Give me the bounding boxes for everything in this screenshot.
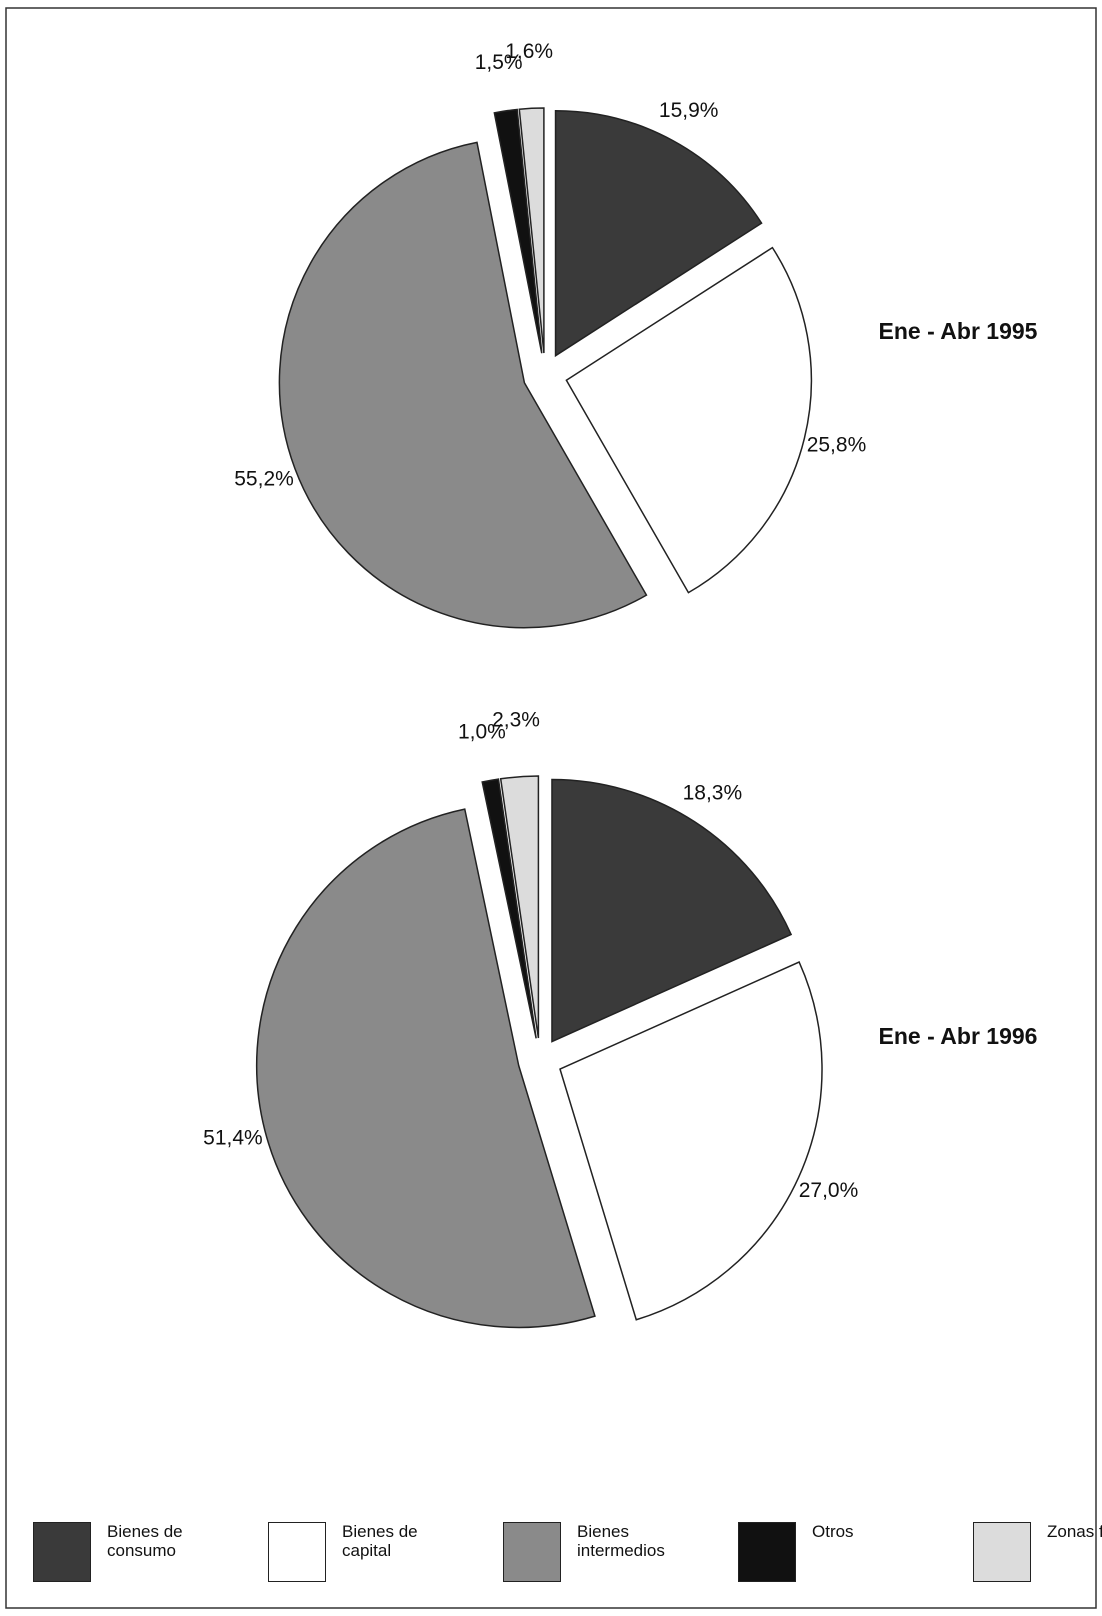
legend-item: Bienes intermedios [503, 1522, 697, 1582]
data-label: 27,0% [799, 1179, 859, 1202]
legend-swatch [738, 1522, 796, 1582]
data-label: 1,6% [505, 40, 553, 63]
data-label: 18,3% [683, 782, 743, 805]
legend-swatch [973, 1522, 1031, 1582]
pie-slice [518, 107, 545, 354]
data-label: 25,8% [807, 433, 867, 456]
legend-swatch [268, 1522, 326, 1582]
data-label: 2,3% [492, 708, 540, 731]
pie-slice [565, 246, 813, 594]
legend-item: Bienes de capital [268, 1522, 462, 1582]
legend-label: Bienes de capital [342, 1522, 418, 1560]
pie-slice [493, 108, 543, 354]
data-label: 55,2% [234, 468, 294, 491]
legend-item: Zonas francas [973, 1522, 1102, 1582]
legend-swatch [33, 1522, 91, 1582]
legend-label: Otros [812, 1522, 854, 1541]
chart-title: Ene - Abr 1995 [879, 318, 1038, 344]
chart-title: Ene - Abr 1996 [879, 1023, 1038, 1049]
data-label: 1,5% [475, 51, 523, 74]
frame [5, 7, 1097, 1609]
pie-slice [256, 808, 596, 1329]
pie-slice [559, 961, 823, 1321]
legend-label: Bienes intermedios [577, 1522, 665, 1560]
pie-slice [554, 109, 763, 358]
data-label: 15,9% [659, 99, 719, 122]
pie-slice [499, 775, 540, 1039]
legend-swatch [503, 1522, 561, 1582]
pie-slice [481, 778, 537, 1039]
pie-slice [278, 141, 648, 629]
pie-slice [551, 778, 793, 1043]
legend-label: Zonas francas [1047, 1522, 1102, 1541]
data-label: 51,4% [203, 1126, 263, 1149]
legend-label: Bienes de consumo [107, 1522, 183, 1560]
legend: Bienes de consumo Bienes de capital Bienes… [33, 1522, 1102, 1592]
data-label: 1,0% [458, 721, 506, 744]
legend-item: Otros [738, 1522, 932, 1582]
legend-item: Bienes de consumo [33, 1522, 227, 1582]
